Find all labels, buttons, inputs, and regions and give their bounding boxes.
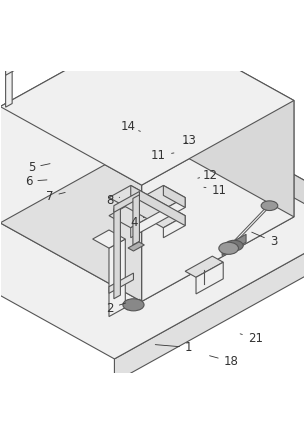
Text: 1: 1 [155,341,192,354]
Polygon shape [5,0,154,75]
Text: 4: 4 [131,215,144,229]
Polygon shape [0,107,142,301]
Ellipse shape [123,299,144,311]
Text: 8: 8 [106,194,120,207]
Text: 6: 6 [25,174,47,188]
Ellipse shape [261,201,278,210]
Text: 12: 12 [198,169,217,182]
Polygon shape [114,217,305,382]
Polygon shape [0,22,294,185]
Polygon shape [114,191,139,212]
Text: 7: 7 [46,190,65,203]
Polygon shape [0,22,152,223]
Polygon shape [147,0,154,28]
Polygon shape [127,299,140,310]
Text: 5: 5 [28,161,50,174]
Polygon shape [93,230,125,248]
Text: 21: 21 [240,332,263,345]
Text: 2: 2 [106,301,126,315]
Polygon shape [0,105,305,359]
Polygon shape [131,198,185,238]
Text: 13: 13 [181,134,196,147]
Polygon shape [163,216,185,238]
Polygon shape [109,186,185,228]
Text: 3: 3 [252,232,277,248]
Polygon shape [163,186,185,207]
Polygon shape [131,186,185,226]
Text: 18: 18 [210,355,239,368]
Polygon shape [5,67,12,107]
Ellipse shape [219,242,239,254]
Polygon shape [196,262,223,294]
Polygon shape [109,273,134,293]
Polygon shape [109,186,185,228]
Polygon shape [169,105,305,240]
Polygon shape [222,234,246,256]
Polygon shape [152,22,294,217]
Polygon shape [133,195,139,245]
Text: 11: 11 [151,149,174,162]
Text: 14: 14 [121,120,140,133]
Polygon shape [128,242,144,251]
Polygon shape [114,206,120,299]
Polygon shape [109,239,125,317]
Polygon shape [0,138,294,301]
Ellipse shape [141,0,159,12]
Ellipse shape [225,240,243,251]
Text: 11: 11 [204,184,227,197]
Polygon shape [0,0,154,71]
Polygon shape [185,256,223,278]
Polygon shape [142,100,294,301]
